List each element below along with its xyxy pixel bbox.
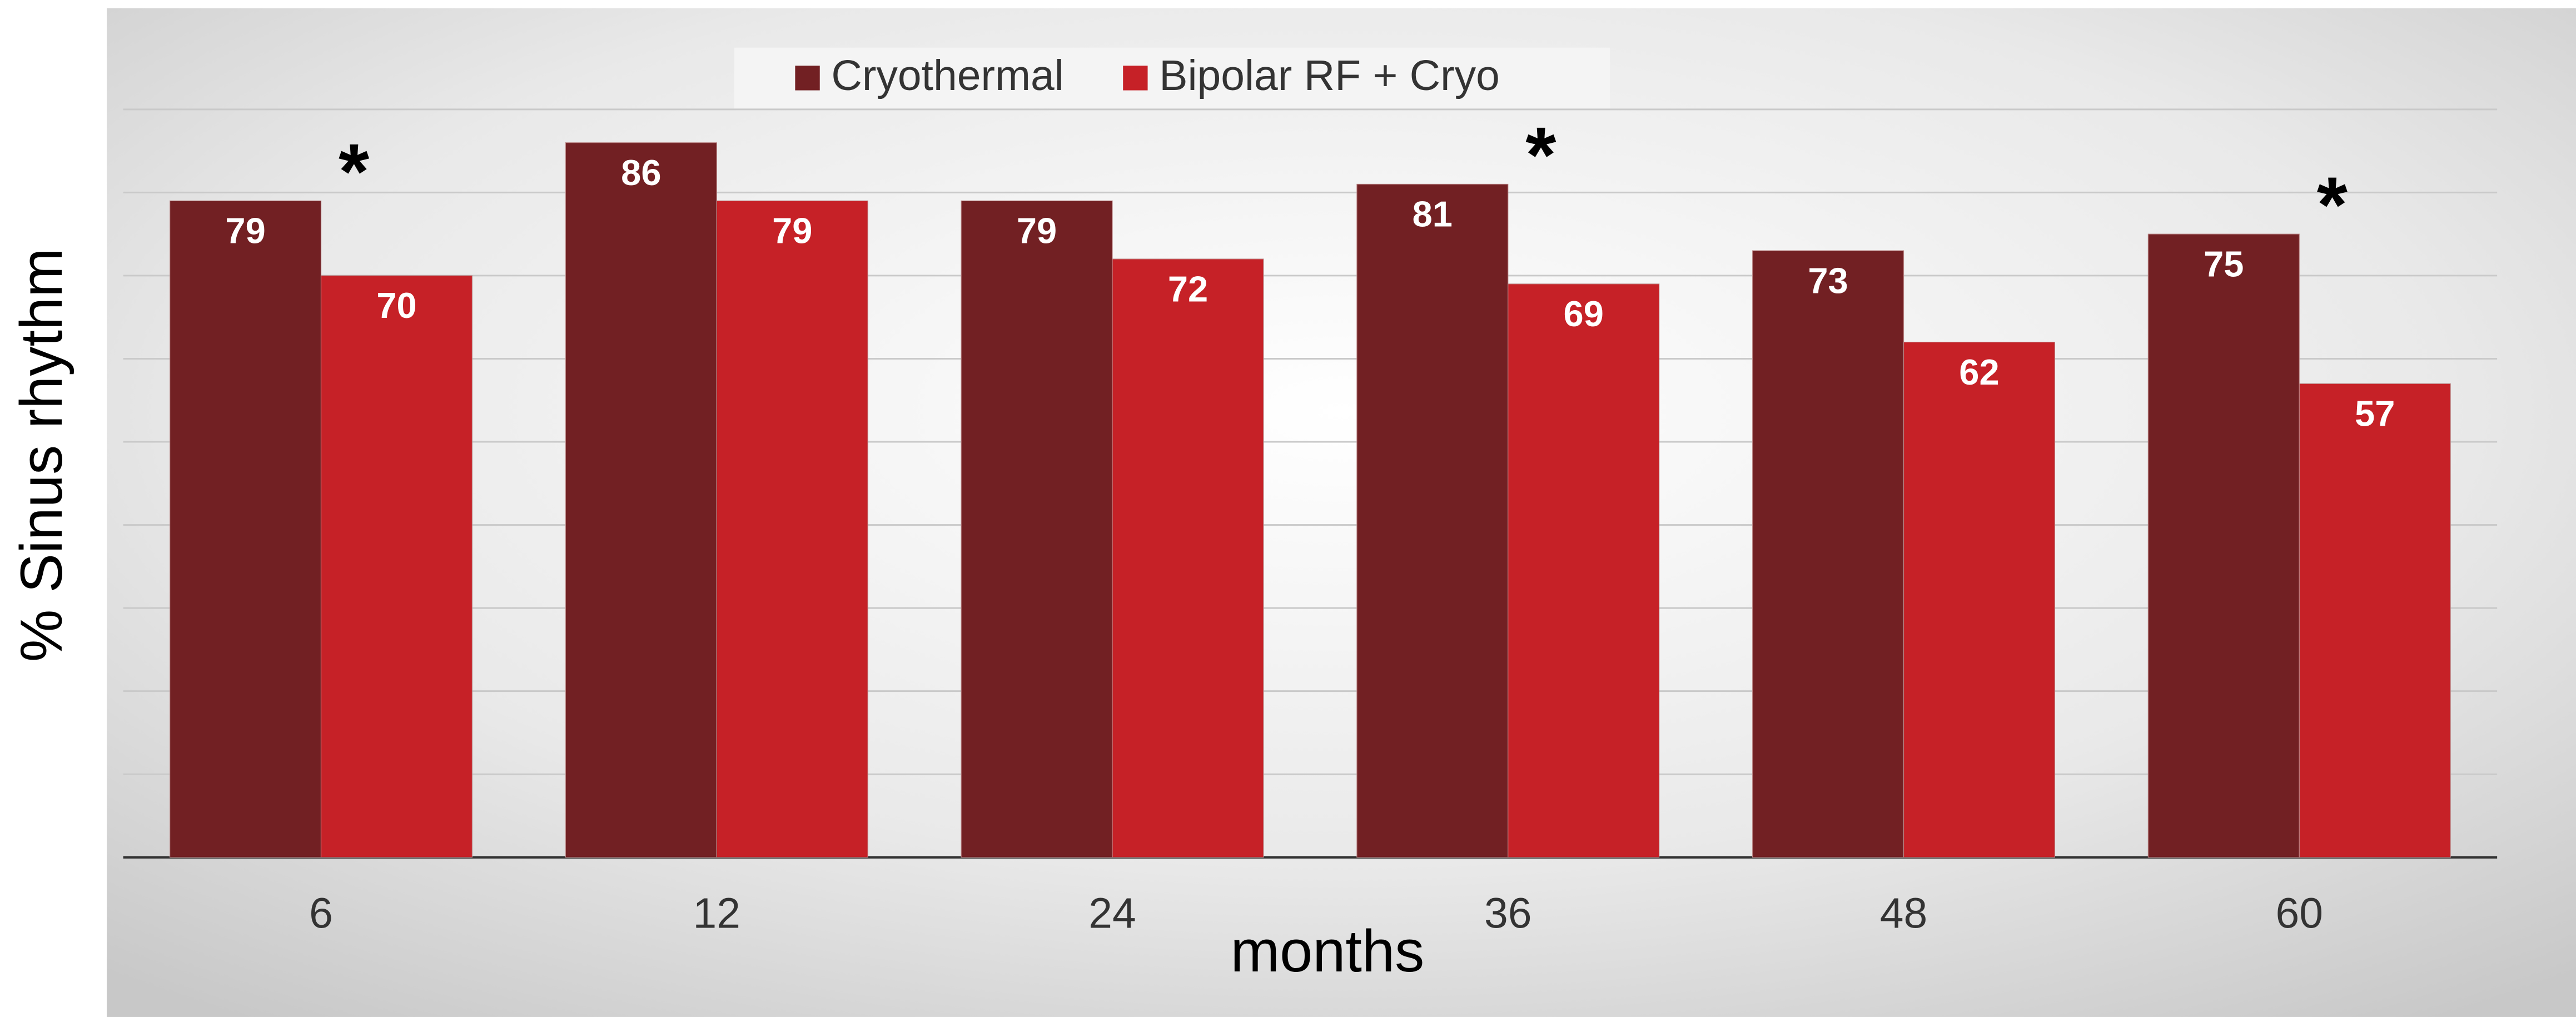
bar	[1903, 341, 2056, 858]
bar	[2147, 233, 2300, 858]
legend-swatch	[1123, 66, 1148, 91]
data-label: 86	[621, 152, 661, 193]
data-label: 73	[1808, 260, 1848, 301]
data-label: 79	[225, 211, 265, 251]
data-label: 69	[1564, 293, 1604, 334]
bar	[961, 200, 1113, 858]
significance-marker: *	[2317, 161, 2348, 249]
x-axis-label: months	[1231, 918, 1425, 984]
bar	[716, 200, 868, 858]
x-tick-label: 60	[2276, 889, 2323, 937]
data-label: 75	[2204, 243, 2244, 284]
x-tick-label: 24	[1088, 889, 1136, 937]
legend-label: Bipolar RF + Cryo	[1159, 52, 1500, 99]
bar	[565, 142, 717, 858]
significance-marker: *	[339, 128, 370, 216]
legend-box	[734, 47, 1610, 109]
x-tick-label: 12	[693, 889, 740, 937]
data-label: 70	[376, 285, 416, 326]
bar	[320, 275, 473, 858]
bar	[1508, 283, 1660, 858]
x-tick-label: 36	[1484, 889, 1531, 937]
legend-label: Cryothermal	[831, 52, 1063, 99]
data-label: 79	[772, 211, 812, 251]
data-label: 79	[1017, 211, 1057, 251]
bars: 79 70 86 79 79 72 81 69 73 62 75 57	[170, 142, 2451, 858]
data-label: 72	[1168, 268, 1208, 309]
data-label: 81	[1413, 194, 1453, 235]
bar	[1112, 258, 1264, 858]
grid	[123, 108, 2498, 859]
bar	[1356, 183, 1509, 858]
data-label: 57	[2355, 393, 2395, 434]
x-tick-label: 48	[1880, 889, 1927, 937]
y-axis-label: % Sinus rhythm	[8, 248, 74, 662]
bar	[2299, 383, 2451, 858]
legend-swatch	[795, 66, 820, 91]
bar	[170, 200, 322, 858]
bar	[1752, 250, 1904, 858]
legend: Cryothermal Bipolar RF + Cryo	[795, 52, 1500, 99]
x-tick-label: 6	[309, 889, 333, 937]
data-label: 62	[1959, 352, 1999, 392]
significance-marker: *	[1525, 112, 1556, 200]
